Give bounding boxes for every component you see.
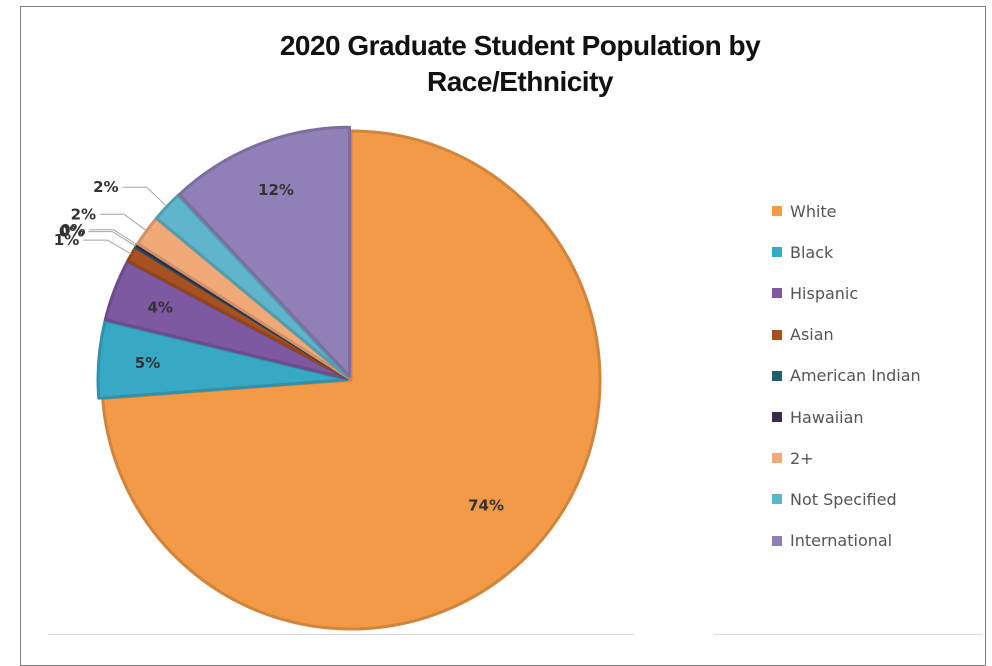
legend-label-american-indian: American Indian [790, 366, 921, 386]
slice-label-hispanic: 4% [147, 298, 172, 316]
slice-label-american-indian: 0% [59, 223, 84, 241]
legend-item-asian: Asian [772, 324, 834, 346]
pie-chart: 74%5%4%1%0%0%2%2% 12% [54, 125, 602, 631]
slice-not-specified [155, 193, 350, 379]
leader-line-american-indian [88, 231, 137, 247]
slice-international [177, 125, 352, 378]
slice-labels: 74%5%4%1%0%0%2%2% 12% [54, 178, 504, 514]
slice-label-black: 5% [135, 354, 160, 372]
legend-item-2: 2+ [772, 447, 814, 469]
legend-swatch-white [772, 206, 782, 216]
legend-swatch-asian [772, 329, 782, 340]
legend-label-black: Black [790, 242, 834, 262]
legend-label-2: 2+ [790, 448, 814, 468]
slice-label-white: 74% [468, 496, 504, 514]
legend-item-international: International [772, 530, 892, 552]
slice-label-2: 2% [71, 205, 96, 223]
pie-slices [96, 125, 602, 631]
legend-label-white: White [790, 201, 837, 221]
legend-swatch-international [772, 535, 782, 546]
legend-label-not-specified: Not Specified [790, 489, 897, 509]
legend-item-white: White [772, 200, 837, 222]
legend-item-american-indian: American Indian [772, 365, 921, 387]
legend-swatch-american-indian [772, 370, 782, 381]
legend-item-black: Black [772, 241, 833, 263]
leader-lines [83, 186, 168, 255]
divider-right [714, 634, 982, 635]
legend-swatch-hawaiian [772, 412, 782, 422]
leader-line-2 [100, 213, 147, 232]
legend-label-international: International [790, 531, 893, 551]
legend-label-hispanic: Hispanic [790, 283, 859, 303]
legend-swatch-2 [772, 453, 782, 464]
slice-white [101, 129, 602, 631]
slice-label-asian: 1% [54, 231, 79, 249]
legend-item-not-specified: Not Specified [772, 488, 897, 510]
legend-swatch-hispanic [772, 288, 782, 299]
leader-line-asian [83, 239, 132, 255]
legend-swatch-black [772, 247, 782, 258]
legend-label-hawaiian: Hawaiian [790, 407, 864, 427]
slice-label-hawaiian: 0% [60, 221, 85, 239]
legend-swatch-not-specified [772, 494, 782, 505]
leader-line-hawaiian [89, 229, 138, 246]
legend-item-hawaiian: Hawaiian [772, 406, 864, 428]
slice-label-international: 12% [258, 181, 294, 199]
chart-title: 2020 Graduate Student Population by Race… [120, 28, 920, 100]
legend-item-hispanic: Hispanic [772, 282, 858, 304]
chart-title-line-1: 2020 Graduate Student Population by [279, 30, 761, 61]
divider-left [48, 634, 634, 635]
leader-line-not-specified [122, 186, 168, 207]
slice-label-not-specified: 2% [93, 178, 118, 196]
legend-label-asian: Asian [790, 325, 834, 345]
chart-title-line-2: Race/Ethnicity [427, 66, 613, 97]
